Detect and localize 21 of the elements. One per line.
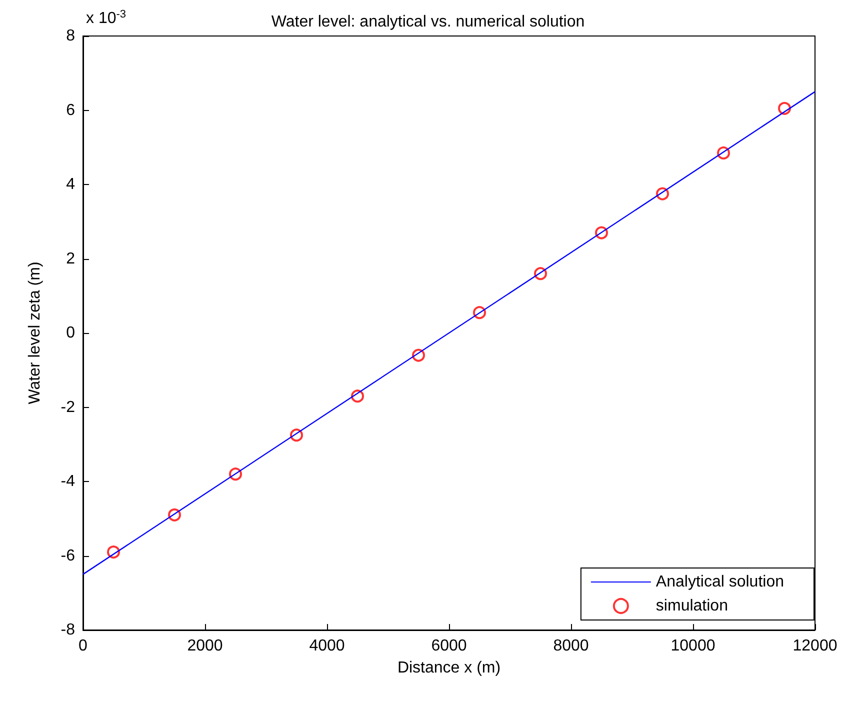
x-tick-label: 6000: [431, 638, 467, 654]
x-tick-label: 0: [78, 638, 88, 654]
y-axis-title: Water level zeta (m): [26, 262, 44, 404]
y-tick-label: -2: [60, 398, 76, 416]
legend-label: simulation: [656, 598, 728, 614]
y-tick-label: 4: [66, 176, 76, 193]
y-tick-label: 8: [66, 28, 76, 44]
x-tick-label: 12000: [792, 638, 838, 654]
y-tick-label: 2: [66, 250, 76, 268]
x-axis-title: Distance x (m): [397, 660, 501, 676]
y-tick-label: 0: [66, 324, 76, 342]
y-tick-label: 6: [66, 102, 76, 119]
y-tick-label: -8: [60, 622, 76, 638]
x-tick-label: 8000: [553, 638, 589, 654]
chart-title: Water level: analytical vs. numerical solution: [271, 14, 585, 30]
x-tick-label: 10000: [670, 638, 716, 654]
legend-label: Analytical solution: [656, 574, 784, 590]
x-tick-label: 2000: [187, 638, 223, 654]
y-tick-label: -6: [60, 547, 76, 564]
y-tick-label: -4: [60, 473, 76, 490]
x-tick-label: 4000: [309, 638, 345, 654]
